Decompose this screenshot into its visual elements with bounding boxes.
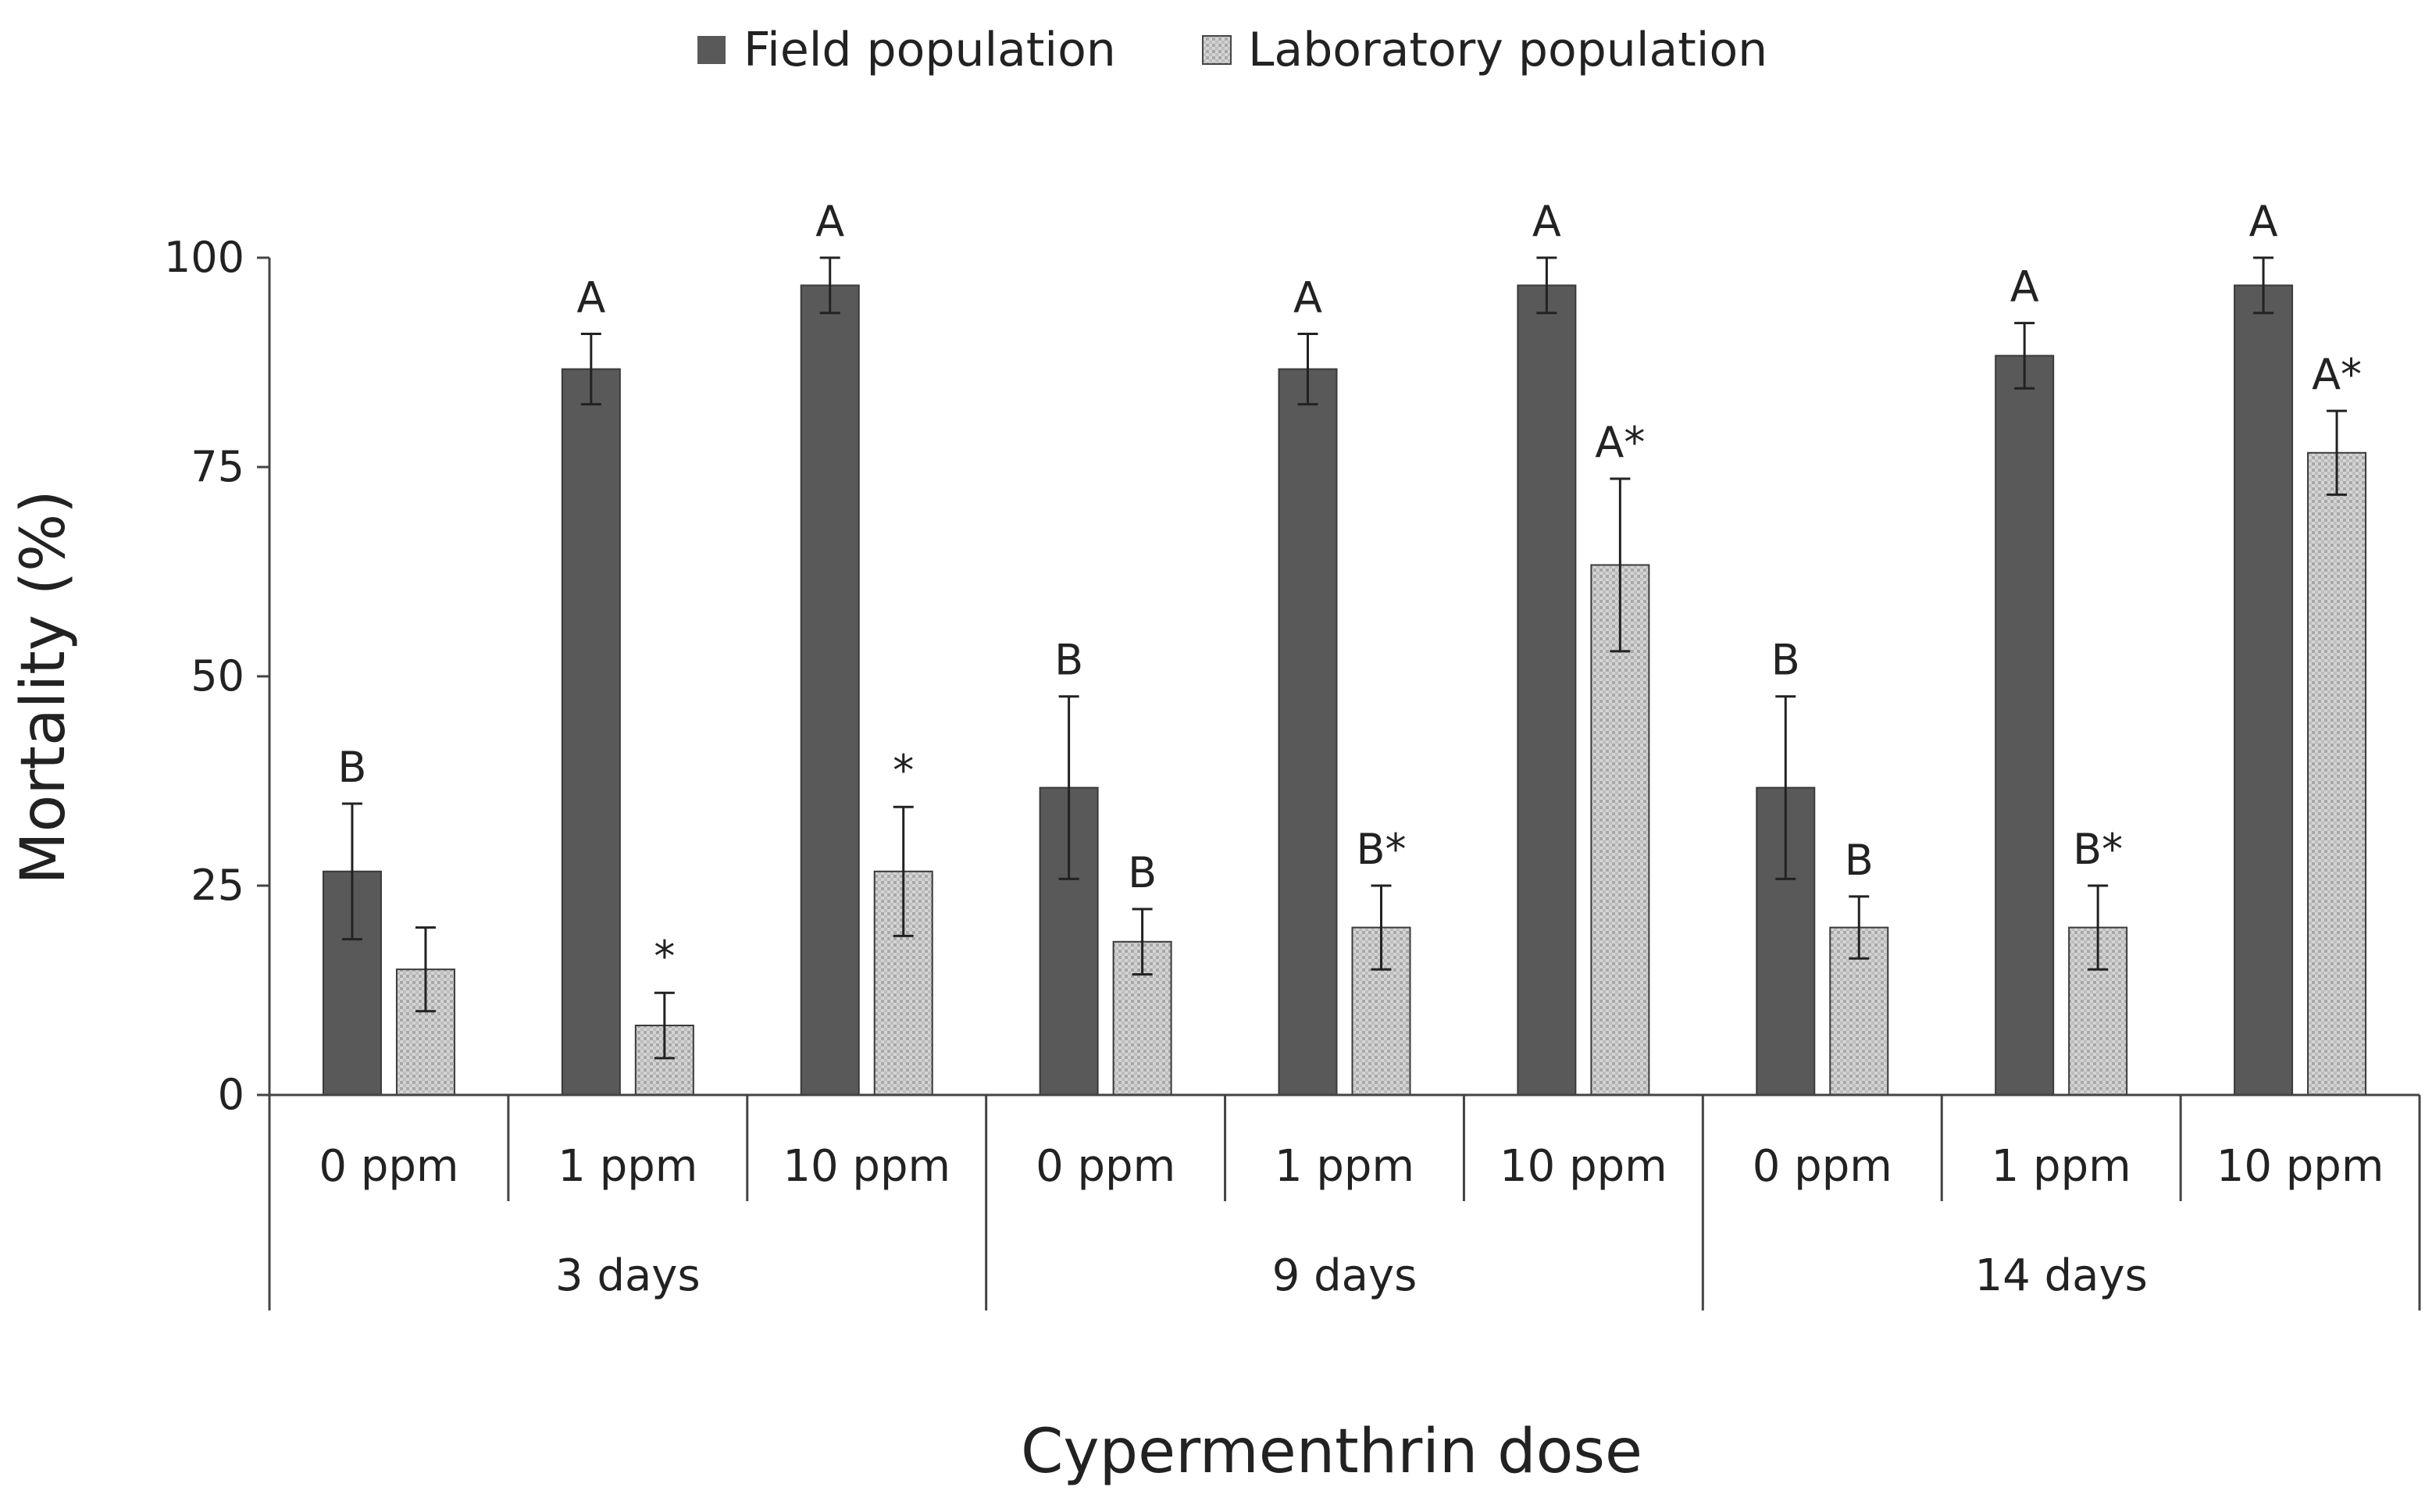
x-category-label: 10 ppm — [1500, 1141, 1667, 1192]
x-axis-label: Cypermenthrin dose — [1021, 1417, 1642, 1487]
x-group-label: 3 days — [555, 1250, 701, 1301]
bar-field — [800, 284, 860, 1097]
significance-label-field: A — [576, 273, 605, 323]
x-axis: 0 ppm 1 ppm 10 ppm 0 ppm 1 ppm 10 ppm 0 ppm 1 p… — [268, 1093, 2421, 1311]
significance-label-laboratory: B* — [1356, 825, 1406, 874]
x-group-label: 14 days — [1975, 1250, 2148, 1301]
significance-label-laboratory: * — [654, 932, 675, 981]
significance-label-field: A — [815, 197, 844, 246]
significance-label-laboratory: B* — [2073, 825, 2123, 874]
bar-field — [1517, 284, 1577, 1097]
bar-field — [1995, 355, 2055, 1096]
x-category-label: 0 ppm — [1753, 1141, 1892, 1192]
legend-label-laboratory: Laboratory population — [1248, 23, 1767, 77]
significance-label-laboratory: B — [1128, 848, 1157, 897]
significance-label-laboratory: A* — [2312, 350, 2362, 399]
y-tick-label-50: 50 — [191, 651, 244, 701]
significance-label-laboratory: A* — [1595, 418, 1645, 467]
bar-laboratory — [1590, 564, 1650, 1096]
legend: Field population Laboratory population — [697, 23, 1767, 77]
significance-label-laboratory: * — [893, 746, 914, 795]
significance-label-field: B — [1771, 636, 1800, 685]
bar-field — [561, 368, 621, 1096]
y-tick-label-25: 25 — [191, 861, 244, 910]
y-tick-label-75: 75 — [191, 442, 244, 491]
bar-field — [1278, 368, 1338, 1096]
x-category-label: 0 ppm — [1036, 1141, 1175, 1192]
x-category-label: 0 ppm — [319, 1141, 458, 1192]
x-category-label: 10 ppm — [2216, 1141, 2384, 1192]
y-axis-label: Mortality (%) — [9, 490, 79, 884]
bar-laboratory — [2307, 451, 2367, 1096]
x-category-label: 1 ppm — [1275, 1141, 1414, 1192]
significance-label-field: A — [2249, 197, 2278, 246]
y-tick-label-100: 100 — [164, 233, 244, 282]
bar-field — [2234, 284, 2294, 1097]
significance-label-laboratory: B — [1845, 836, 1874, 885]
x-category-label: 1 ppm — [558, 1141, 697, 1192]
y-axis: 0 25 50 75 100 — [164, 233, 271, 1119]
significance-label-field: A — [1532, 197, 1561, 246]
x-category-label: 10 ppm — [783, 1141, 950, 1192]
legend-swatch-field — [697, 36, 726, 64]
significance-label-field: B — [337, 743, 366, 792]
y-tick-label-0: 0 — [218, 1070, 244, 1119]
significance-label-field: B — [1054, 636, 1083, 685]
x-group-label: 9 days — [1272, 1250, 1418, 1301]
legend-label-field: Field population — [744, 23, 1116, 77]
significance-label-field: A — [1293, 273, 1322, 323]
legend-swatch-laboratory — [1202, 35, 1232, 65]
significance-label-field: A — [2010, 262, 2039, 312]
x-category-label: 1 ppm — [1992, 1141, 2131, 1192]
